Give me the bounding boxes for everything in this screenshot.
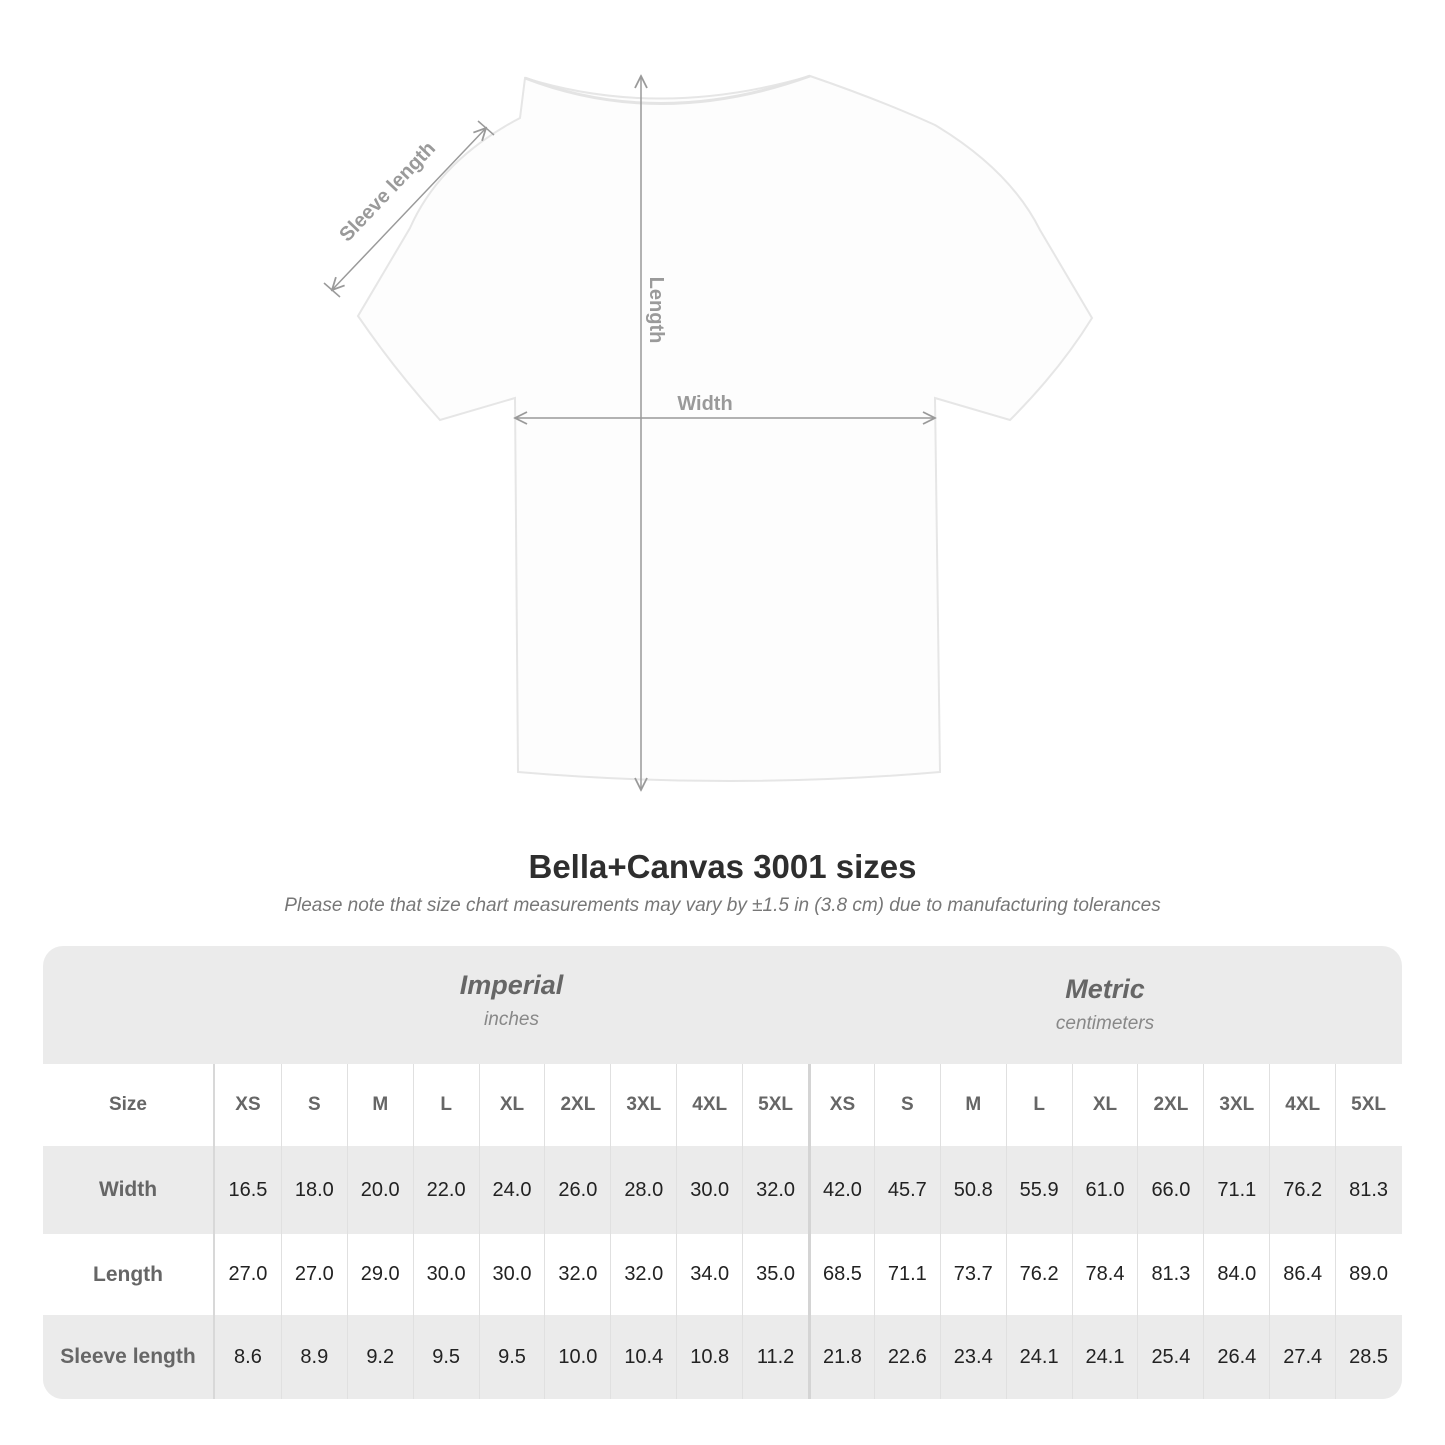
- imperial-size-header: M: [346, 1064, 413, 1146]
- table-row: Width 16.5 18.0 20.0 22.0 24.0 26.0 28.0 30.0 32.…: [43, 1146, 1402, 1234]
- metric-value-cell: 24.1: [1005, 1315, 1072, 1399]
- imperial-value-cell: 30.0: [676, 1146, 742, 1234]
- imperial-size-header: XL: [478, 1064, 545, 1146]
- imperial-value-cell: 9.2: [346, 1315, 413, 1399]
- row-label: Sleeve length: [43, 1315, 215, 1399]
- imperial-header: Imperial inches: [215, 946, 808, 1064]
- metric-value-cell: 78.4: [1071, 1234, 1138, 1315]
- metric-value-cell: 68.5: [808, 1234, 874, 1315]
- imperial-value-cell: 20.0: [346, 1146, 413, 1234]
- metric-size-header: S: [873, 1064, 940, 1146]
- metric-value-cell: 55.9: [1005, 1146, 1072, 1234]
- metric-value-cell: 22.6: [873, 1315, 940, 1399]
- metric-value-cell: 81.3: [1335, 1146, 1401, 1234]
- metric-value-cell: 45.7: [873, 1146, 940, 1234]
- tshirt-shape: [356, 74, 1094, 782]
- tolerance-note: Please note that size chart measurements…: [284, 895, 1161, 916]
- imperial-size-header: 5XL: [742, 1064, 808, 1146]
- imperial-value-cell: 18.0: [280, 1146, 347, 1234]
- imperial-size-header: XS: [235, 1094, 261, 1115]
- metric-value-cell: 86.4: [1269, 1234, 1335, 1315]
- width-label: Width: [677, 393, 732, 415]
- imperial-value-cell: 29.0: [346, 1234, 413, 1315]
- metric-value-cell: 89.0: [1335, 1234, 1401, 1315]
- imperial-size-header: L: [412, 1064, 479, 1146]
- metric-size-header: XL: [1071, 1064, 1138, 1146]
- metric-value-cell: 76.2: [1269, 1146, 1335, 1234]
- size-header-row: Size XS S M L XL 2XL 3XL 4XL 5XL XS S M L XL 2XL 3XL 4XL 5…: [43, 1064, 1402, 1146]
- metric-size-header: M: [939, 1064, 1006, 1146]
- tshirt-diagram: Sleeve length Length Width: [323, 0, 1094, 820]
- sleeve-measure-line: [332, 128, 486, 290]
- imperial-size-header: 4XL: [676, 1064, 742, 1146]
- imperial-size-header: 3XL: [610, 1064, 676, 1146]
- page-title: Bella+Canvas 3001 sizes: [528, 848, 917, 885]
- metric-value-cell: 84.0: [1203, 1234, 1269, 1315]
- metric-value-cell: 73.7: [939, 1234, 1006, 1315]
- imperial-value-cell: 32.0: [742, 1146, 808, 1234]
- metric-size-header: L: [1005, 1064, 1072, 1146]
- imperial-value-cell: 24.0: [478, 1146, 545, 1234]
- imperial-value-cell: 26.0: [544, 1146, 610, 1234]
- imperial-value-cell: 32.0: [544, 1234, 610, 1315]
- imperial-value-cell: 16.5: [228, 1178, 268, 1201]
- metric-value-cell: 26.4: [1203, 1315, 1269, 1399]
- metric-value-cell: 76.2: [1005, 1234, 1072, 1315]
- length-label: Length: [645, 277, 667, 344]
- metric-value-cell: 27.4: [1269, 1315, 1335, 1399]
- imperial-value-cell: 34.0: [676, 1234, 742, 1315]
- imperial-unit: inches: [484, 1009, 539, 1030]
- metric-value-cell: 81.3: [1137, 1234, 1203, 1315]
- metric-value-cell: 71.1: [873, 1234, 940, 1315]
- metric-value-cell: 21.8: [808, 1315, 874, 1399]
- imperial-value-cell: 27.0: [228, 1263, 268, 1285]
- imperial-value-cell: 30.0: [478, 1234, 545, 1315]
- size-table: Imperial inches Metric centimeters Size X…: [43, 946, 1402, 1399]
- imperial-value-cell: 9.5: [478, 1315, 545, 1399]
- imperial-size-header: S: [280, 1064, 347, 1146]
- metric-value-cell: 50.8: [939, 1146, 1006, 1234]
- imperial-value-cell: 32.0: [610, 1234, 676, 1315]
- imperial-value-cell: 11.2: [742, 1315, 808, 1399]
- metric-value-cell: 23.4: [939, 1315, 1006, 1399]
- imperial-value-cell: 10.0: [544, 1315, 610, 1399]
- imperial-value-cell: 8.6: [234, 1345, 262, 1368]
- imperial-value-cell: 30.0: [412, 1234, 479, 1315]
- imperial-value-cell: 22.0: [412, 1146, 479, 1234]
- imperial-value-cell: 10.8: [676, 1315, 742, 1399]
- neckline: [524, 74, 811, 105]
- size-label: Size: [43, 1064, 215, 1146]
- metric-size-header: 2XL: [1137, 1064, 1203, 1146]
- metric-value-cell: 42.0: [808, 1146, 874, 1234]
- metric-size-header: 5XL: [1335, 1064, 1401, 1146]
- table-row: Length 27.0 27.0 29.0 30.0 30.0 32.0 32.0 34.0 35…: [43, 1234, 1402, 1315]
- imperial-value-cell: 8.9: [280, 1315, 347, 1399]
- metric-value-cell: 24.1: [1071, 1315, 1138, 1399]
- table-row: Sleeve length 8.6 8.9 9.2 9.5 9.5 10.0 10.4 10.8…: [43, 1315, 1402, 1399]
- metric-value-cell: 25.4: [1137, 1315, 1203, 1399]
- metric-value-cell: 66.0: [1137, 1146, 1203, 1234]
- row-label: Width: [43, 1146, 215, 1234]
- metric-value-cell: 71.1: [1203, 1146, 1269, 1234]
- imperial-label: Imperial: [459, 970, 564, 1000]
- metric-label: Metric: [1065, 974, 1145, 1004]
- row-label: Length: [43, 1234, 215, 1315]
- metric-unit: centimeters: [1055, 1013, 1155, 1034]
- metric-value-cell: 28.5: [1335, 1315, 1401, 1399]
- metric-size-header: 4XL: [1269, 1064, 1335, 1146]
- imperial-size-header: 2XL: [544, 1064, 610, 1146]
- metric-size-header: XS: [808, 1064, 874, 1146]
- metric-value-cell: 61.0: [1071, 1146, 1138, 1234]
- imperial-value-cell: 27.0: [280, 1234, 347, 1315]
- metric-header: Metric centimeters: [808, 946, 1402, 1064]
- imperial-value-cell: 28.0: [610, 1146, 676, 1234]
- metric-size-header: 3XL: [1203, 1064, 1269, 1146]
- imperial-value-cell: 9.5: [412, 1315, 479, 1399]
- imperial-value-cell: 10.4: [610, 1315, 676, 1399]
- imperial-value-cell: 35.0: [742, 1234, 808, 1315]
